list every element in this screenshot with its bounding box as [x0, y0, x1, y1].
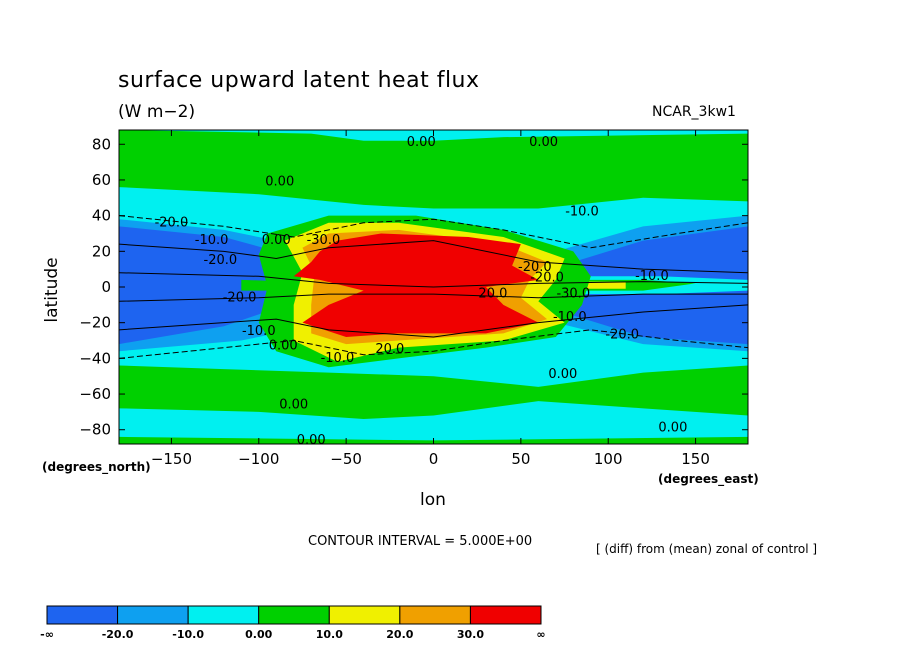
x-tick-label: 50: [511, 450, 530, 468]
contour-line: [119, 293, 748, 302]
contour-line: [119, 272, 748, 288]
contour-label: 0.00: [297, 433, 326, 448]
x-units-note: (degrees_east): [658, 472, 759, 486]
contour-line: [119, 215, 748, 249]
x-tick-label: −50: [330, 450, 362, 468]
contour-label: 0.00: [407, 135, 436, 150]
contour-label: 0.00: [269, 338, 298, 353]
contour-label: 20.0: [478, 287, 507, 302]
colorbar-swatch: [328, 605, 401, 625]
contour-label: 0.00: [279, 397, 308, 412]
contour-label: 0.00: [548, 367, 577, 382]
y-tick-label: −80: [79, 421, 111, 439]
contour-interval: CONTOUR INTERVAL = 5.000E+00: [308, 534, 533, 549]
colorbar-swatch: [187, 605, 260, 625]
x-tick-label: 0: [429, 450, 439, 468]
case-label: NCAR_3kw1: [652, 104, 736, 120]
colorbar-swatch: [258, 605, 330, 625]
fill-cyan-polar-south: [119, 401, 748, 444]
x-tick-label: 100: [594, 450, 623, 468]
contour-label: -20.0: [223, 290, 257, 305]
fill-red-center: [293, 233, 539, 337]
contour-line: [119, 329, 748, 359]
contour-label: 0.00: [262, 233, 291, 248]
y-tick-label: −20: [79, 314, 111, 332]
y-tick-label: 0: [101, 278, 111, 296]
colorbar-swatch: [117, 605, 189, 625]
contour-label: 20.0: [375, 342, 404, 357]
contour-label: -20.0: [204, 253, 238, 268]
colorbar-swatch: [469, 605, 542, 625]
x-axis-label: lon: [420, 490, 446, 510]
y-tick-label: −60: [79, 385, 111, 403]
y-units-note: (degrees_north): [42, 460, 151, 474]
colorbar-label: 20.0: [386, 628, 413, 641]
contour-line: [119, 304, 748, 338]
colorbar-label: ∞: [536, 628, 545, 641]
y-tick-label: −40: [79, 349, 111, 367]
contour-label: 0.00: [658, 421, 687, 436]
x-tick-label: −100: [238, 450, 279, 468]
contour-label: -10.0: [242, 324, 276, 339]
contour-label: -10.0: [195, 233, 229, 248]
contour-label: -20.0: [530, 271, 564, 286]
contour-label: -20.0: [518, 260, 552, 275]
y-tick-label: 40: [92, 207, 111, 225]
contour-label: 0.00: [529, 135, 558, 150]
contour-label: 0.00: [265, 174, 294, 189]
units-label: (W m−2): [118, 102, 196, 122]
diff-note: [ (diff) from (mean) zonal of control ]: [596, 542, 818, 556]
colorbar-label: 10.0: [316, 628, 343, 641]
contour-line: [119, 240, 748, 274]
y-tick-label: 20: [92, 242, 111, 260]
colorbar-label: -20.0: [102, 628, 134, 641]
contour-label: -10.0: [321, 351, 355, 366]
colorbar-label: -10.0: [172, 628, 204, 641]
contour-label: -10.0: [553, 310, 587, 325]
contour-label: -20.0: [155, 215, 189, 230]
x-tick-label: −150: [151, 450, 192, 468]
contour-label: -10.0: [635, 269, 669, 284]
x-tick-label: 150: [681, 450, 710, 468]
chart-title: surface upward latent heat flux: [118, 68, 480, 93]
colorbar-label: 30.0: [457, 628, 484, 641]
contour-label: -30.0: [307, 233, 341, 248]
colorbar-label: -∞: [40, 628, 54, 641]
contour-label: -20.0: [605, 328, 639, 343]
y-tick-label: 60: [92, 171, 111, 189]
fill-blue-west: [119, 226, 294, 345]
colorbar-swatch: [46, 605, 119, 625]
contour-label: -10.0: [565, 205, 599, 220]
y-tick-label: 80: [92, 135, 111, 153]
colorbar-swatch: [399, 605, 471, 625]
colorbar-label: 0.00: [245, 628, 272, 641]
contour-fills: 0.00 0.000.00-10.0-20.0-10.0 0.00 -30.0-20.…: [119, 130, 748, 448]
contour-label: -30.0: [556, 287, 590, 302]
